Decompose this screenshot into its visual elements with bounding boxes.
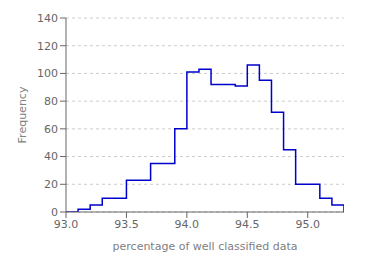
- svg-text:percentage of well classified: percentage of well classified data: [113, 240, 298, 253]
- svg-text:93.0: 93.0: [54, 218, 79, 231]
- svg-text:94.0: 94.0: [175, 218, 200, 231]
- svg-text:60: 60: [44, 123, 58, 136]
- svg-text:100: 100: [37, 67, 58, 80]
- svg-text:93.5: 93.5: [114, 218, 139, 231]
- svg-text:20: 20: [44, 178, 58, 191]
- svg-text:80: 80: [44, 95, 58, 108]
- svg-text:95.0: 95.0: [295, 218, 320, 231]
- svg-text:120: 120: [37, 40, 58, 53]
- svg-text:94.5: 94.5: [235, 218, 260, 231]
- svg-text:0: 0: [51, 206, 58, 219]
- svg-text:140: 140: [37, 12, 58, 25]
- svg-text:40: 40: [44, 150, 58, 163]
- svg-text:Frequency: Frequency: [16, 86, 29, 143]
